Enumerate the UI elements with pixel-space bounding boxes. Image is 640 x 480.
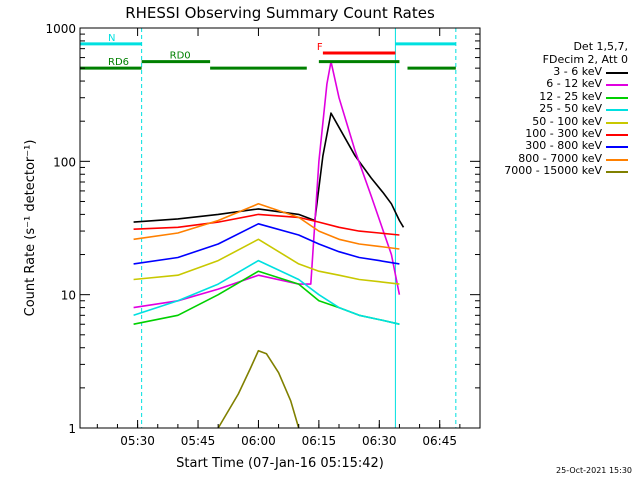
x-tick-label-3: 06:15	[302, 434, 337, 448]
y-tick-label-0: 1	[68, 422, 76, 436]
x-tick-label-2: 06:00	[241, 434, 276, 448]
legend-swatch-6	[606, 146, 628, 149]
legend-label-5: 100 - 300 keV	[525, 126, 602, 140]
legend-header-1: Det 1,5,7,	[573, 40, 628, 53]
series-line-8	[217, 349, 300, 429]
legend-entry-4: 50 - 100 keV	[480, 114, 634, 128]
legend-entry-8: 7000 - 15000 keV	[480, 164, 634, 178]
legend-label-6: 300 - 800 keV	[525, 139, 602, 153]
series-line-3	[133, 259, 400, 325]
timestamp: 25-Oct-2021 15:30	[556, 466, 632, 475]
annotation-label-rd6: RD6	[108, 57, 129, 68]
series-line-0	[133, 112, 405, 228]
y-axis-label: Count Rate (s⁻¹ detector⁻¹)	[23, 140, 38, 317]
legend-label-3: 25 - 50 keV	[539, 102, 602, 116]
legend-swatch-1	[606, 84, 628, 87]
legend-label-0: 3 - 6 keV	[553, 65, 602, 78]
legend-swatch-8	[606, 171, 628, 174]
series-line-5	[133, 213, 400, 236]
legend-entry-1: 6 - 12 keV	[480, 77, 634, 91]
legend-swatch-3	[606, 109, 628, 112]
legend-entry-0: 3 - 6 keV	[480, 65, 634, 78]
annotation-label-n: N	[108, 33, 115, 44]
legend: Det 1,5,7, FDecim 2, Att 0 3 - 6 keV 6 - …	[480, 40, 634, 178]
series-layer	[133, 60, 405, 429]
markers-layer	[141, 28, 457, 428]
legend-entries: 3 - 6 keV 6 - 12 keV 12 - 25 keV 25 - 50 ke…	[480, 65, 634, 178]
y-tick-label-3: 1000	[45, 22, 76, 36]
legend-swatch-2	[606, 96, 628, 99]
annotation-label-rd0: RD0	[170, 51, 191, 62]
legend-entry-2: 12 - 25 keV	[480, 89, 634, 103]
legend-label-4: 50 - 100 keV	[532, 114, 602, 128]
x-tick-label-1: 05:45	[181, 434, 216, 448]
series-line-1	[133, 60, 401, 309]
x-tick-label-0: 05:30	[120, 434, 155, 448]
annotation-label-f: F	[317, 42, 323, 53]
legend-label-1: 6 - 12 keV	[546, 77, 602, 91]
x-tick-label-5: 06:45	[422, 434, 457, 448]
axes-layer: 05:30 05:45 06:00 06:15 06:30 06:45 1 10 100 1000	[45, 22, 480, 448]
legend-header-2: FDecim 2, Att 0	[542, 53, 628, 66]
x-tick-label-4: 06:30	[362, 434, 397, 448]
legend-swatch-4	[606, 121, 628, 124]
y-tick-label-2: 100	[53, 155, 76, 169]
legend-entry-6: 300 - 800 keV	[480, 139, 634, 153]
legend-entry-7: 800 - 7000 keV	[480, 151, 634, 165]
legend-swatch-7	[606, 158, 628, 161]
legend-entry-3: 25 - 50 keV	[480, 102, 634, 116]
x-axis-label: Start Time (07-Jan-16 05:15:42)	[176, 456, 384, 471]
legend-label-8: 7000 - 15000 keV	[504, 164, 602, 178]
series-line-7	[133, 203, 400, 250]
legend-swatch-5	[606, 133, 628, 136]
plot-frame	[79, 27, 481, 429]
series-line-6	[133, 223, 400, 265]
y-tick-label-1: 10	[61, 289, 76, 303]
legend-entry-5: 100 - 300 keV	[480, 126, 634, 140]
legend-label-7: 800 - 7000 keV	[518, 151, 602, 165]
legend-swatch-0	[606, 72, 628, 74]
annotations-layer: N F RD0 RD6	[80, 33, 456, 70]
legend-label-2: 12 - 25 keV	[539, 89, 602, 103]
chart-title: RHESSI Observing Summary Count Rates	[125, 4, 435, 22]
series-line-4	[133, 238, 400, 285]
